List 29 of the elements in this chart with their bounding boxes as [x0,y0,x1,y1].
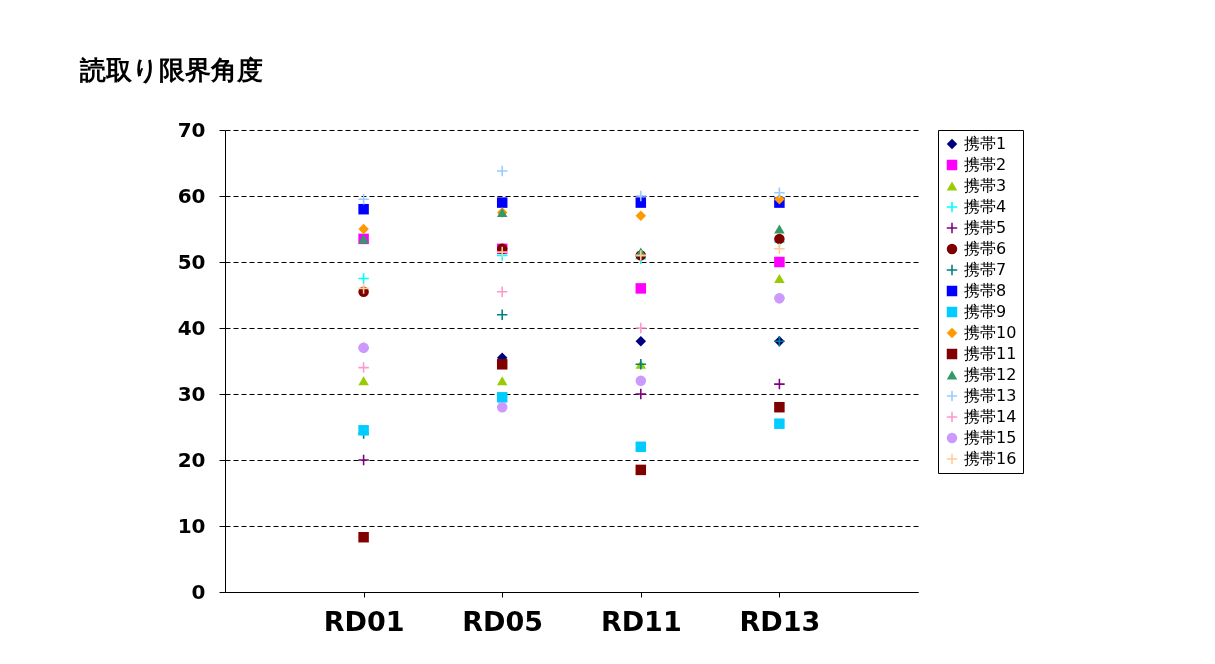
x-tick-label: RD05 [462,605,544,637]
y-tick-label: 20 [177,447,206,472]
legend-label: 携帯2 [964,155,1007,174]
chart-title: 読取り限界角度 [79,55,263,85]
y-tick-label: 40 [177,315,206,340]
y-tick-label: 70 [177,117,206,142]
legend-label: 携帯8 [964,281,1007,300]
legend-label: 携帯9 [964,302,1007,321]
legend-label: 携帯3 [964,176,1007,195]
x-tick-label: RD13 [739,605,821,637]
y-tick-label: 60 [177,183,206,208]
x-tick-label: RD01 [323,605,405,637]
x-tick-label: RD11 [600,605,682,637]
legend-label: 携帯12 [964,365,1017,384]
y-tick-label: 0 [191,579,206,604]
legend-label: 携帯10 [964,323,1017,342]
legend-label: 携帯15 [964,428,1017,447]
legend-label: 携帯5 [964,218,1007,237]
y-tick-label: 10 [177,513,206,538]
legend-label: 携帯16 [964,449,1017,468]
y-tick-label: 50 [177,249,206,274]
legend-label: 携帯6 [964,239,1007,258]
y-tick-label: 30 [177,381,206,406]
legend-label: 携帯7 [964,260,1007,279]
legend-label: 携帯4 [964,197,1007,216]
legend-label: 携帯1 [964,134,1007,153]
legend-label: 携帯11 [964,344,1017,363]
legend-label: 携帯14 [964,407,1017,426]
legend-label: 携帯13 [964,386,1017,405]
